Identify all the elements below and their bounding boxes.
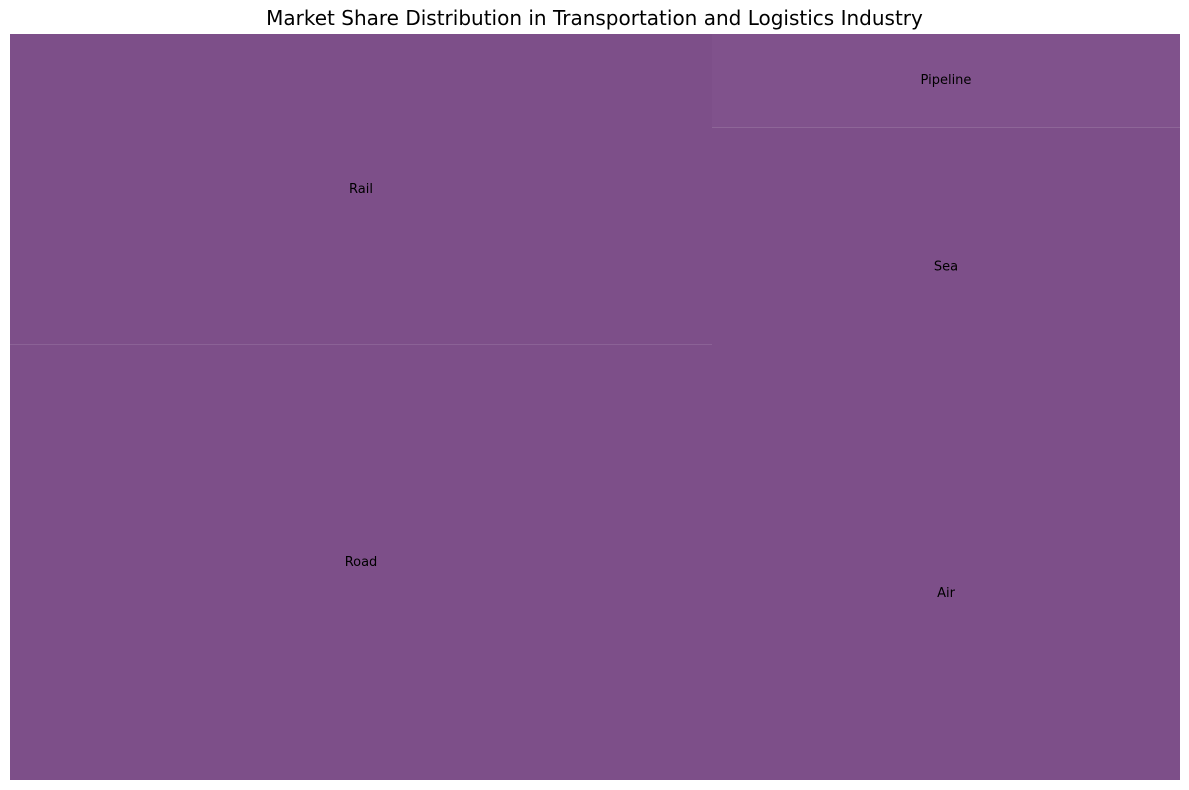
treemap-tile-sea xyxy=(712,127,1180,407)
chart-title: Market Share Distribution in Transportat… xyxy=(266,6,923,30)
treemap-tile-pipeline xyxy=(712,34,1180,128)
treemap-label-air: Air xyxy=(937,586,956,601)
treemap-label-pipeline: Pipeline xyxy=(921,73,972,88)
treemap-label-road: Road xyxy=(345,555,378,570)
treemap-tile-road xyxy=(10,344,712,780)
treemap-label-rail: Rail xyxy=(349,182,373,197)
treemap-tile-rail xyxy=(10,34,712,345)
treemap-tile-air xyxy=(712,407,1180,780)
treemap-label-sea: Sea xyxy=(934,260,958,275)
